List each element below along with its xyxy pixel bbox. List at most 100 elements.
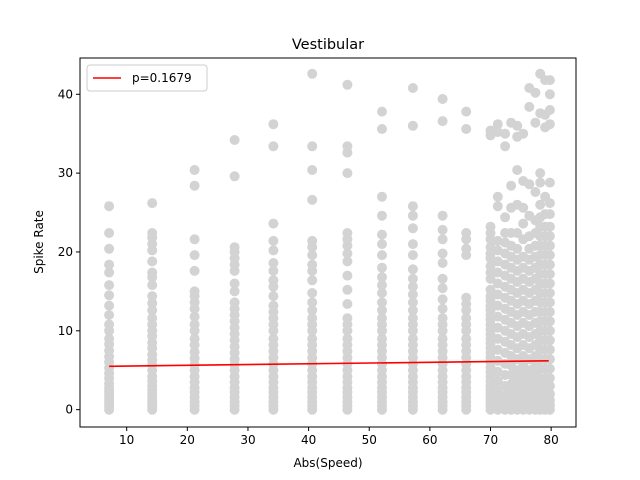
data-point — [104, 267, 115, 278]
data-point — [189, 347, 200, 358]
data-point — [307, 288, 318, 298]
data-point — [407, 210, 418, 221]
y-tick-label: 10 — [58, 324, 73, 338]
data-point — [500, 212, 511, 223]
scatter-points — [104, 68, 555, 415]
data-point — [544, 105, 555, 115]
data-point — [342, 299, 353, 309]
data-point — [407, 289, 418, 300]
x-tick-label: 60 — [422, 433, 437, 447]
data-point — [147, 267, 158, 278]
data-point — [104, 243, 115, 254]
axes — [79, 57, 577, 428]
data-point — [544, 221, 555, 232]
data-point — [377, 250, 387, 261]
data-point — [377, 333, 387, 344]
data-point — [512, 228, 523, 238]
data-point — [377, 210, 387, 221]
data-point — [147, 291, 158, 302]
data-point — [524, 101, 535, 112]
data-point — [437, 234, 448, 245]
data-point — [437, 313, 448, 324]
data-point — [189, 286, 200, 297]
data-point — [342, 228, 353, 238]
data-point — [544, 335, 555, 346]
data-point — [544, 354, 555, 365]
data-point — [530, 187, 541, 197]
x-tick-label: 40 — [301, 433, 316, 447]
fit-line-layer — [109, 360, 549, 368]
data-point — [229, 297, 240, 308]
data-point — [437, 303, 448, 314]
data-point — [461, 106, 472, 117]
data-point — [377, 191, 387, 202]
data-point — [342, 256, 353, 267]
data-point — [407, 250, 418, 261]
data-point — [506, 180, 517, 191]
x-tick-label: 30 — [240, 433, 255, 447]
data-point — [461, 333, 472, 344]
data-point — [485, 261, 496, 272]
data-point — [377, 297, 387, 308]
data-point — [342, 141, 353, 152]
data-point — [437, 258, 448, 268]
data-point — [437, 224, 448, 235]
data-point — [544, 278, 555, 289]
data-point — [229, 242, 240, 253]
x-tick-label: 80 — [543, 433, 558, 447]
data-point — [147, 228, 158, 238]
data-point — [147, 198, 158, 209]
data-point — [307, 259, 318, 270]
data-point — [104, 228, 115, 238]
data-point — [229, 278, 240, 289]
data-point — [544, 75, 555, 86]
data-point — [512, 120, 523, 131]
data-point — [229, 135, 240, 145]
data-point — [500, 141, 511, 152]
data-point — [544, 288, 555, 298]
data-point — [544, 363, 555, 374]
data-point — [407, 223, 418, 234]
data-point — [512, 243, 523, 254]
data-point — [377, 305, 387, 316]
data-point — [407, 83, 418, 93]
data-point — [544, 297, 555, 308]
data-point — [104, 290, 115, 301]
data-point — [544, 231, 555, 242]
data-point — [437, 248, 448, 259]
data-point — [461, 292, 472, 303]
data-point — [189, 165, 200, 175]
x-tick-label: 70 — [483, 433, 498, 447]
data-point — [407, 297, 418, 308]
data-point — [407, 120, 418, 131]
data-point — [229, 171, 240, 182]
data-point — [492, 201, 503, 212]
data-point — [307, 297, 318, 308]
data-point — [377, 229, 387, 240]
data-point — [544, 381, 555, 391]
data-point — [268, 141, 279, 152]
data-point — [518, 218, 529, 229]
data-point — [377, 239, 387, 250]
data-point — [437, 210, 448, 221]
x-tick-label: 10 — [119, 433, 134, 447]
x-axis-ticks: 10 20 30 40 50 60 70 80 — [119, 427, 559, 447]
plot-frame — [79, 57, 577, 428]
data-point — [307, 313, 318, 324]
data-point — [461, 228, 472, 238]
data-point — [530, 117, 541, 128]
data-point — [544, 177, 555, 188]
data-point — [524, 179, 535, 190]
data-point — [377, 313, 387, 324]
data-point — [407, 273, 418, 284]
legend-box — [86, 64, 208, 92]
data-point — [189, 311, 200, 322]
data-point — [518, 128, 529, 139]
y-tick-label: 20 — [58, 245, 73, 259]
data-point — [147, 298, 158, 309]
data-point — [342, 168, 353, 179]
data-point — [147, 280, 158, 291]
data-point — [518, 202, 529, 213]
data-point — [492, 385, 503, 396]
